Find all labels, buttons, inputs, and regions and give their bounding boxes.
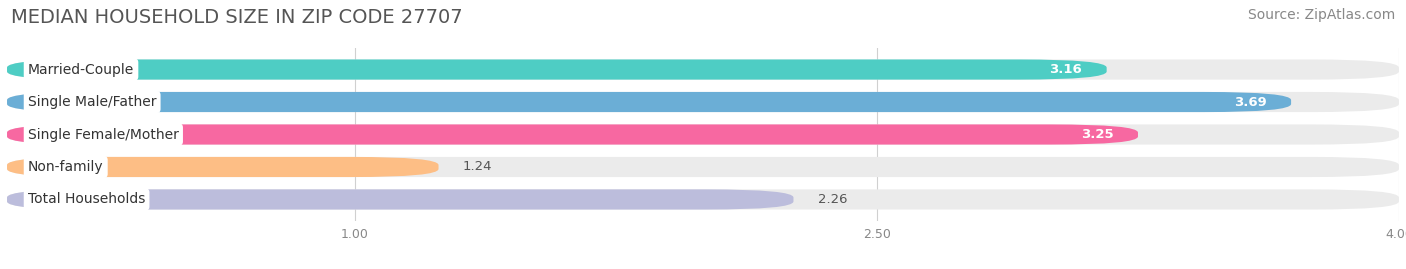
FancyBboxPatch shape [7,59,1107,80]
FancyBboxPatch shape [7,125,1137,144]
FancyBboxPatch shape [7,125,1399,144]
FancyBboxPatch shape [7,92,1291,112]
FancyBboxPatch shape [7,189,793,210]
Text: Total Households: Total Households [28,192,145,207]
Text: MEDIAN HOUSEHOLD SIZE IN ZIP CODE 27707: MEDIAN HOUSEHOLD SIZE IN ZIP CODE 27707 [11,8,463,27]
Text: Source: ZipAtlas.com: Source: ZipAtlas.com [1247,8,1395,22]
FancyBboxPatch shape [7,189,1399,210]
Text: Non-family: Non-family [28,160,104,174]
Text: Married-Couple: Married-Couple [28,62,134,77]
Text: 3.69: 3.69 [1234,95,1267,108]
FancyBboxPatch shape [7,157,439,177]
FancyBboxPatch shape [7,59,1399,80]
Text: 1.24: 1.24 [463,161,492,174]
Text: 3.16: 3.16 [1049,63,1083,76]
FancyBboxPatch shape [7,157,1399,177]
Text: 2.26: 2.26 [818,193,848,206]
Text: Single Male/Father: Single Male/Father [28,95,156,109]
Text: 3.25: 3.25 [1081,128,1114,141]
Text: Single Female/Mother: Single Female/Mother [28,128,179,141]
FancyBboxPatch shape [7,92,1399,112]
